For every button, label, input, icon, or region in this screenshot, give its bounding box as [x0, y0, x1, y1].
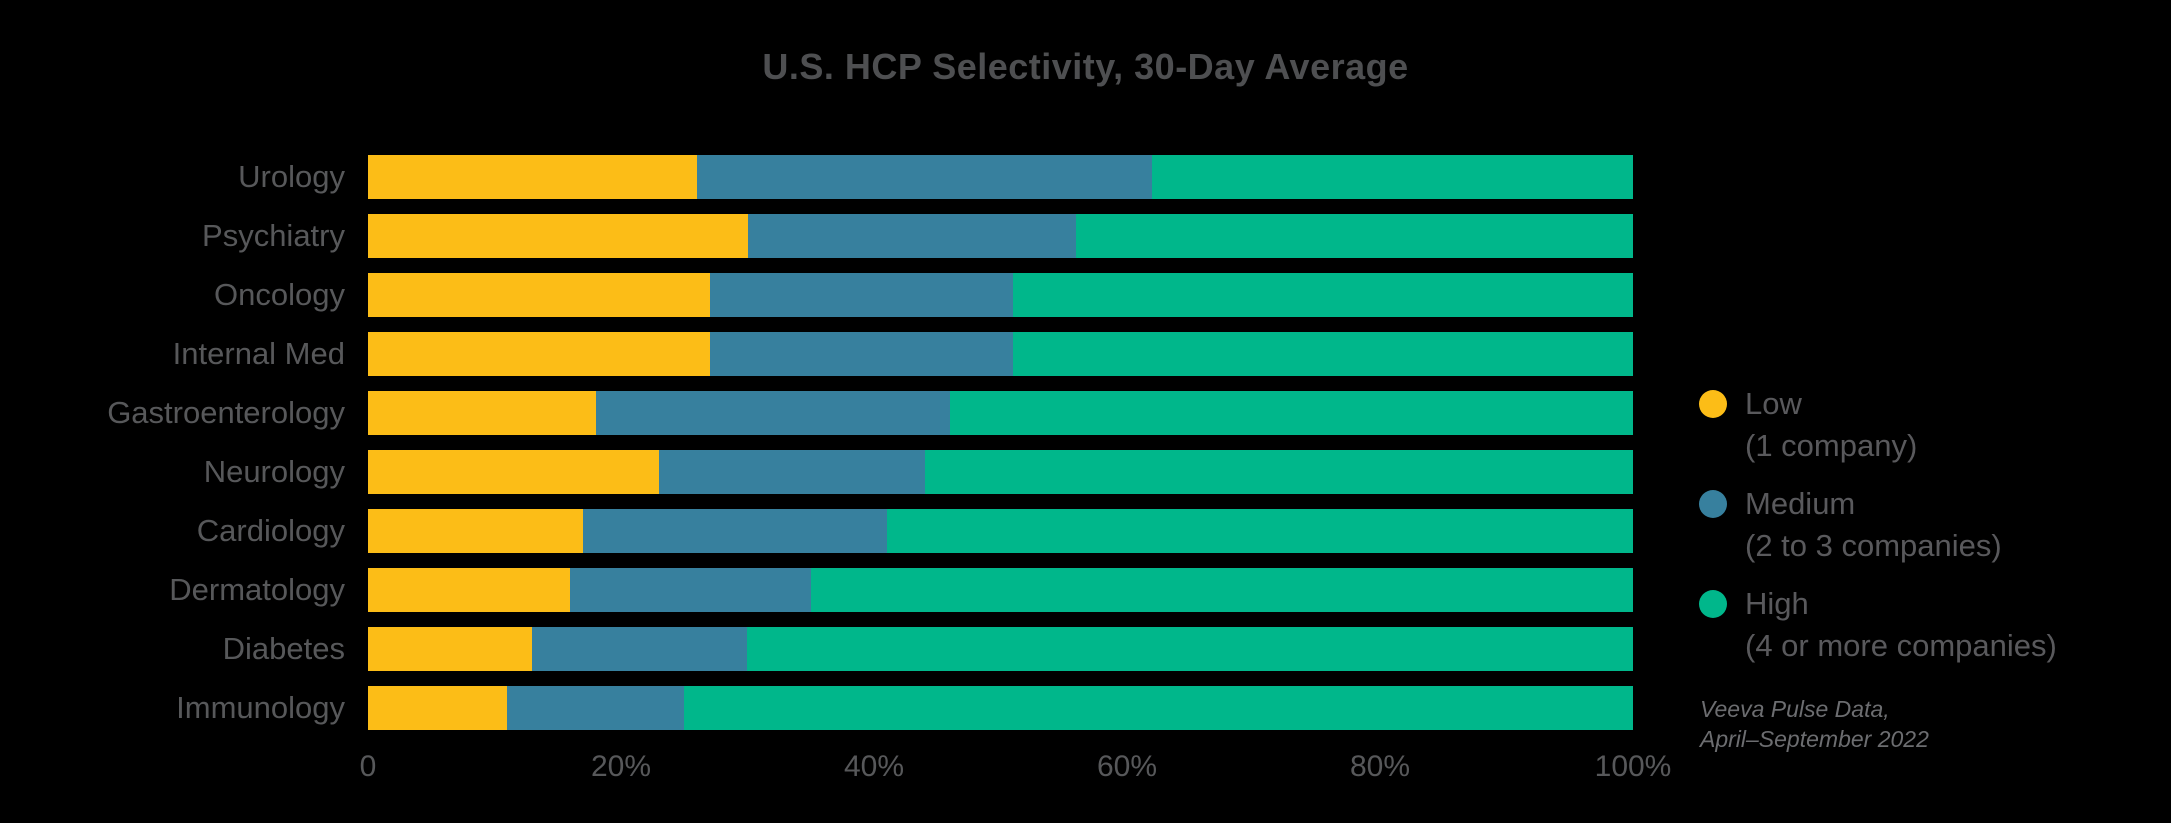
legend: Low (1 company) Medium (2 to 3 companies) Hi… [1699, 383, 2057, 683]
bar-track [368, 450, 1633, 494]
bar-row: Dermatology [0, 568, 1633, 612]
category-label: Internal Med [172, 336, 345, 371]
bar-row: Urology [0, 155, 1633, 199]
bar-segment-medium [709, 273, 1014, 317]
category-label: Oncology [214, 277, 345, 312]
bar-segment-low [368, 450, 659, 494]
bar-segment-high [747, 627, 1633, 671]
category-label: Cardiology [196, 513, 345, 548]
bar-track [368, 273, 1633, 317]
bar-row: Psychiatry [0, 214, 1633, 258]
category-label: Diabetes [222, 631, 345, 666]
bar-segment-low [368, 686, 508, 730]
source-line-1: Veeva Pulse Data, [1700, 696, 1890, 722]
bar-segment-low [368, 568, 571, 612]
bar-segment-high [924, 450, 1633, 494]
x-tick-label: 100% [1594, 750, 1672, 783]
legend-series-sublabel: (1 company) [1745, 428, 1918, 463]
bar-segment-medium [507, 686, 685, 730]
source-line-2: April–September 2022 [1700, 726, 1929, 752]
legend-text: High (4 or more companies) [1745, 583, 2057, 667]
legend-dot-high-icon [1699, 590, 1727, 618]
legend-series-name: High [1745, 586, 1809, 621]
category-label: Urology [238, 159, 345, 194]
bar-segment-medium [595, 391, 950, 435]
x-tick-label: 40% [843, 750, 905, 783]
bar-row: Immunology [0, 686, 1633, 730]
chart-title: U.S. HCP Selectivity, 30-Day Average [762, 46, 1409, 87]
category-label: Gastroenterology [107, 395, 345, 430]
bar-segment-medium [658, 450, 925, 494]
legend-item-low: Low (1 company) [1699, 383, 2057, 467]
bar-segment-low [368, 332, 710, 376]
bar-row: Neurology [0, 450, 1633, 494]
category-label: Psychiatry [202, 218, 345, 253]
bar-segment-medium [747, 214, 1077, 258]
bar-segment-low [368, 391, 596, 435]
legend-series-name: Medium [1745, 486, 1856, 521]
bar-segment-medium [709, 332, 1014, 376]
bar-segment-high [1013, 273, 1633, 317]
bar-segment-high [1152, 155, 1633, 199]
bar-track [368, 627, 1633, 671]
bar-segment-low [368, 214, 748, 258]
bar-segment-high [886, 509, 1633, 553]
source-note: Veeva Pulse Data, April–September 2022 [1700, 694, 1929, 754]
legend-text: Low (1 company) [1745, 383, 1917, 467]
legend-text: Medium (2 to 3 companies) [1745, 483, 2002, 567]
bar-track [368, 568, 1633, 612]
bar-row: Internal Med [0, 332, 1633, 376]
x-tick-label: 60% [1096, 750, 1158, 783]
x-axis: 0 20% 40% 60% 80% 100% [360, 750, 1672, 792]
bar-segment-high [684, 686, 1633, 730]
bar-track [368, 155, 1633, 199]
legend-dot-medium-icon [1699, 490, 1727, 518]
bar-row: Oncology [0, 273, 1633, 317]
legend-dot-low-icon [1699, 390, 1727, 418]
bar-track [368, 214, 1633, 258]
bar-segment-low [368, 155, 697, 199]
bar-segment-low [368, 627, 533, 671]
x-tick-label: 20% [590, 750, 652, 783]
bar-row: Gastroenterology [0, 391, 1633, 435]
bar-segment-medium [532, 627, 748, 671]
bar-segment-medium [696, 155, 1153, 199]
bar-segment-high [949, 391, 1633, 435]
bar-row: Cardiology [0, 509, 1633, 553]
x-tick-label: 80% [1349, 750, 1411, 783]
bar-track [368, 391, 1633, 435]
bar-segment-low [368, 509, 584, 553]
bar-segment-medium [583, 509, 887, 553]
bar-segment-high [1076, 214, 1633, 258]
category-label: Neurology [203, 454, 345, 489]
bar-segment-medium [570, 568, 811, 612]
category-label: Immunology [176, 690, 345, 725]
bar-track [368, 509, 1633, 553]
bar-segment-low [368, 273, 710, 317]
legend-item-high: High (4 or more companies) [1699, 583, 2057, 667]
bar-track [368, 686, 1633, 730]
legend-series-sublabel: (4 or more companies) [1745, 628, 2057, 663]
bar-rows: Urology Psychiatry Oncology Internal Med Gas… [0, 155, 1633, 745]
bar-row: Diabetes [0, 627, 1633, 671]
bar-segment-high [1013, 332, 1633, 376]
x-tick-label: 0 [359, 750, 377, 783]
legend-item-medium: Medium (2 to 3 companies) [1699, 483, 2057, 567]
category-label: Dermatology [169, 572, 345, 607]
legend-series-sublabel: (2 to 3 companies) [1745, 528, 2002, 563]
legend-series-name: Low [1745, 386, 1802, 421]
bar-segment-high [810, 568, 1633, 612]
bar-track [368, 332, 1633, 376]
